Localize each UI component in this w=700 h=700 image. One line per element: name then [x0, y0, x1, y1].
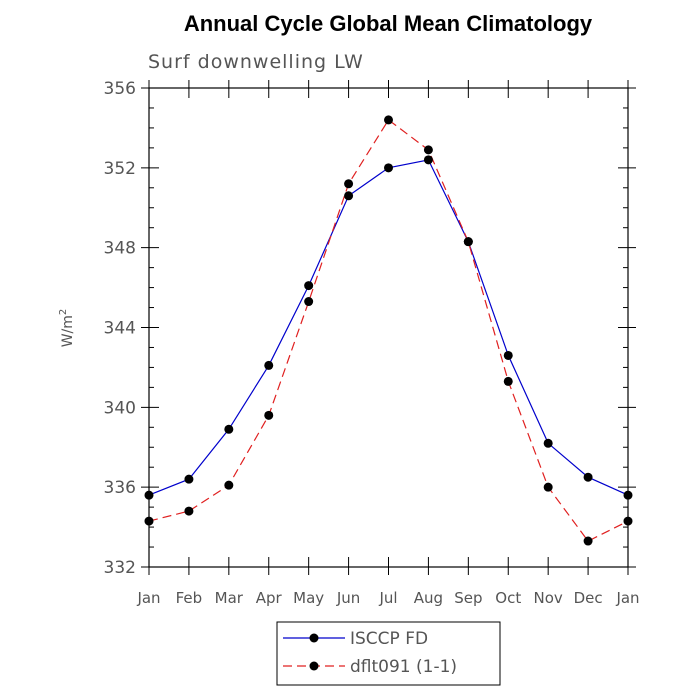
x-tick-labels: Jan Feb Mar Apr May Jun Jul Aug Sep Oct Nov Dec Jan: [136, 589, 639, 607]
data-point: [623, 516, 633, 526]
y-axis-label-text: W/m: [60, 315, 76, 347]
y-tick-label: 356: [104, 79, 136, 99]
y-axis-label-superscript: 2: [58, 309, 69, 315]
x-tick-label: Nov: [534, 589, 563, 607]
plot-frame: [148, 87, 629, 568]
data-point: [384, 115, 393, 125]
chart-title: Annual Cycle Global Mean Climatology: [184, 11, 593, 36]
y-tick-label: 352: [104, 159, 136, 179]
x-tick-label: May: [293, 589, 324, 607]
data-point: [304, 281, 314, 291]
data-point: [543, 482, 553, 492]
x-tick-label: Feb: [176, 589, 203, 607]
y-axis-label: W/m2: [58, 309, 76, 348]
data-point: [503, 350, 513, 360]
y-tick-label: 340: [104, 398, 136, 418]
x-tick-label: Dec: [574, 589, 603, 607]
x-tick-label: Jan: [615, 589, 639, 607]
data-point: [384, 163, 393, 173]
data-point: [144, 490, 154, 500]
series-line-0: [148, 159, 629, 496]
data-point: [503, 376, 513, 386]
series-markers: [144, 115, 633, 546]
major-ticks: [141, 80, 636, 575]
data-point: [344, 179, 354, 189]
x-tick-label: Aug: [414, 589, 443, 607]
data-point: [304, 297, 314, 307]
chart-subtitle: Surf downwelling LW: [148, 51, 364, 73]
data-point: [543, 438, 553, 448]
legend-box: [276, 621, 501, 686]
y-tick-labels: 332 336 340 344 348 352 356: [104, 79, 136, 578]
x-tick-label: Jan: [136, 589, 160, 607]
data-point: [423, 145, 433, 155]
data-point: [184, 506, 194, 516]
y-tick-label: 348: [104, 239, 136, 259]
data-point: [224, 480, 234, 490]
minor-ticks: [149, 107, 628, 548]
x-tick-label: Jul: [378, 589, 397, 607]
y-tick-label: 332: [104, 558, 136, 578]
y-tick-label: 344: [104, 319, 136, 339]
data-point: [264, 360, 274, 370]
legend-label-isccp: ISCCP FD: [350, 629, 428, 649]
x-tick-label: Apr: [256, 589, 283, 607]
data-point: [184, 474, 194, 484]
x-tick-label: Oct: [495, 589, 521, 607]
data-point: [344, 191, 354, 201]
legend-marker-dflt091: [309, 661, 319, 671]
x-tick-label: Sep: [454, 589, 482, 607]
data-point: [423, 155, 433, 165]
data-point: [463, 237, 473, 247]
x-tick-label: Jun: [336, 589, 360, 607]
legend: ISCCP FD dflt091 (1-1): [276, 621, 501, 686]
legend-label-dflt091: dflt091 (1-1): [350, 657, 457, 677]
data-point: [583, 536, 593, 546]
x-tick-label: Mar: [215, 589, 244, 607]
series-line-1: [148, 119, 629, 542]
y-tick-label: 336: [104, 478, 136, 498]
data-point: [264, 410, 274, 420]
data-point: [224, 424, 234, 434]
series-lines: [148, 119, 629, 542]
data-point: [583, 472, 593, 482]
legend-marker-isccp: [309, 633, 319, 643]
data-point: [144, 516, 154, 526]
data-point: [623, 490, 633, 500]
